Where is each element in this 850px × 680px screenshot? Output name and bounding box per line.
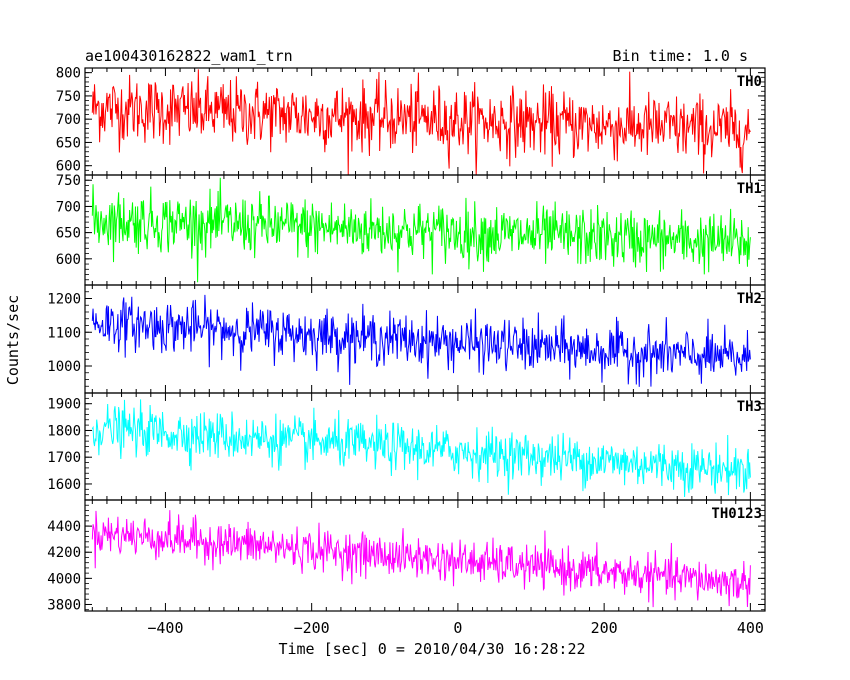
panel-th2: 1000 1100 1200 TH2 xyxy=(47,284,766,394)
x-axis-label: Time [sec] 0 = 2010/04/30 16:28:22 xyxy=(278,640,585,658)
x-tick-label: −400 xyxy=(147,619,183,637)
series-line-th0123 xyxy=(91,510,751,608)
panels-group: 600 650 700 750 800 TH0 600 650 700 750 TH1 1000 110… xyxy=(47,66,766,637)
x-tick-label: 200 xyxy=(591,619,618,637)
y-tick-label: 4000 xyxy=(47,571,81,587)
y-axis-label: Counts/sec xyxy=(4,295,22,385)
y-tick-label: 1100 xyxy=(47,325,81,341)
series-label-th0: TH0 xyxy=(737,74,762,90)
y-tick-label: 1700 xyxy=(47,450,81,466)
series-label-th0123: TH0123 xyxy=(711,506,762,522)
panel-frame xyxy=(84,284,766,394)
y-tick-label: 750 xyxy=(56,173,81,189)
y-tick-label: 750 xyxy=(56,89,81,105)
series-label-th1: TH1 xyxy=(737,181,762,197)
panel-frame xyxy=(84,67,766,176)
y-tick-label: 800 xyxy=(56,66,81,82)
panel-th0123: 3800 4000 4200 4400 TH0123 xyxy=(47,499,766,613)
y-tick-label: 1800 xyxy=(47,423,81,439)
panel-th1: 600 650 700 750 TH1 xyxy=(56,173,766,286)
y-tick-label: 650 xyxy=(56,135,81,151)
series-label-th2: TH2 xyxy=(737,291,762,307)
series-line-th0 xyxy=(91,69,751,176)
y-tick-label: 3800 xyxy=(47,597,81,613)
bin-time-label: Bin time: 1.0 s xyxy=(613,47,748,65)
y-tick-label: 4400 xyxy=(47,519,81,535)
y-tick-label: 1000 xyxy=(47,359,81,375)
y-tick-label: 1900 xyxy=(47,397,81,413)
y-tick-label: 700 xyxy=(56,199,81,215)
y-tick-label: 700 xyxy=(56,112,81,128)
y-tick-label: 1600 xyxy=(47,477,81,493)
y-tick-label: 1200 xyxy=(47,292,81,308)
series-line-th1 xyxy=(91,177,751,283)
series-label-th3: TH3 xyxy=(737,399,762,415)
series-line-th3 xyxy=(91,399,751,498)
x-tick-label: −200 xyxy=(294,619,330,637)
chart-title: ae100430162822_wam1_trn xyxy=(85,47,293,65)
y-tick-label: 600 xyxy=(56,252,81,268)
y-tick-label: 4200 xyxy=(47,545,81,561)
x-tick-label: 0 xyxy=(453,619,462,637)
series-line-th2 xyxy=(91,294,751,387)
panel-frame xyxy=(84,499,766,612)
panel-th3: 1600 1700 1800 1900 TH3 xyxy=(47,392,766,501)
panel-th0: 600 650 700 750 800 TH0 xyxy=(56,66,766,176)
y-tick-label: 600 xyxy=(56,159,81,175)
x-tick-label: 400 xyxy=(737,619,764,637)
y-tick-label: 650 xyxy=(56,226,81,242)
